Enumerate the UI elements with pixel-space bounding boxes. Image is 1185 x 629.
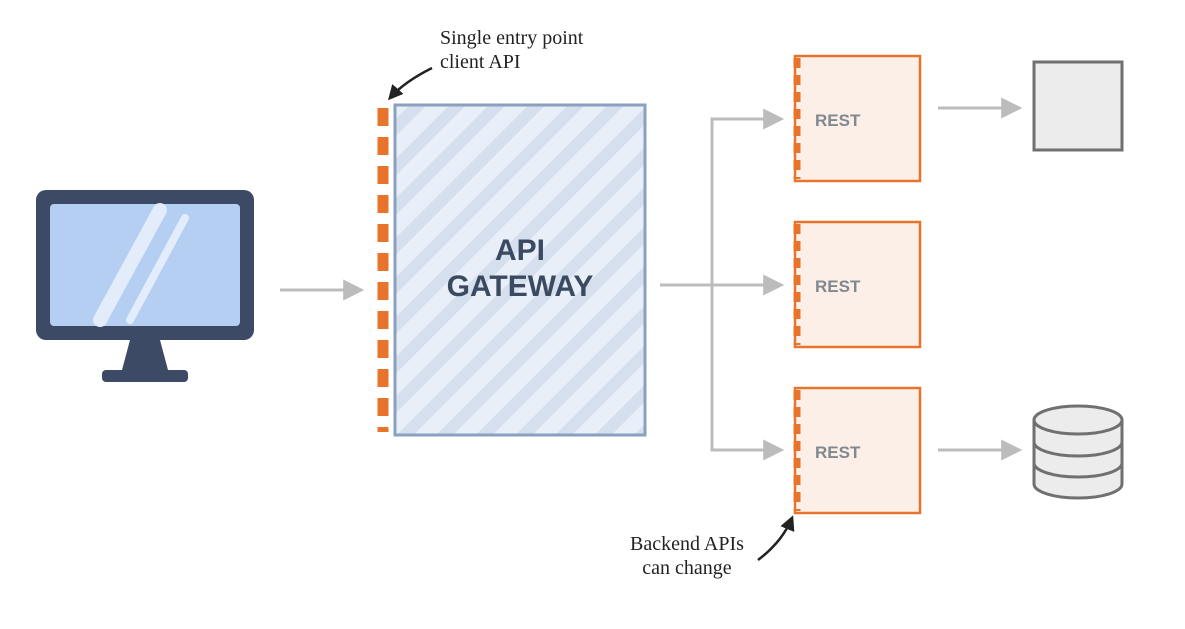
gateway-title-line2: GATEWAY (447, 270, 594, 303)
service-box-icon (1034, 62, 1122, 150)
rest-label-3: REST (815, 443, 861, 462)
client-monitor-icon (36, 190, 254, 382)
database-icon (1034, 406, 1122, 498)
api-gateway-box: API GATEWAY (395, 105, 645, 435)
annotation-backend-text: Backend APIs can change (612, 532, 762, 580)
rest-box-2: REST (795, 222, 920, 347)
diagram-svg: API GATEWAY REST REST REST (0, 0, 1185, 624)
annotation-entry-text: Single entry point client API (440, 26, 583, 74)
diagram-canvas: API GATEWAY REST REST REST (0, 0, 1185, 624)
rest-box-1: REST (795, 56, 920, 181)
rest-label-2: REST (815, 277, 861, 296)
annotation-backend (758, 518, 792, 560)
rest-label-1: REST (815, 111, 861, 130)
annotation-entry (390, 68, 432, 98)
rest-box-3: REST (795, 388, 920, 513)
arrow-gateway-to-rest1 (660, 119, 780, 285)
gateway-title-line1: API (495, 234, 545, 267)
arrow-gateway-to-rest3 (660, 285, 780, 450)
